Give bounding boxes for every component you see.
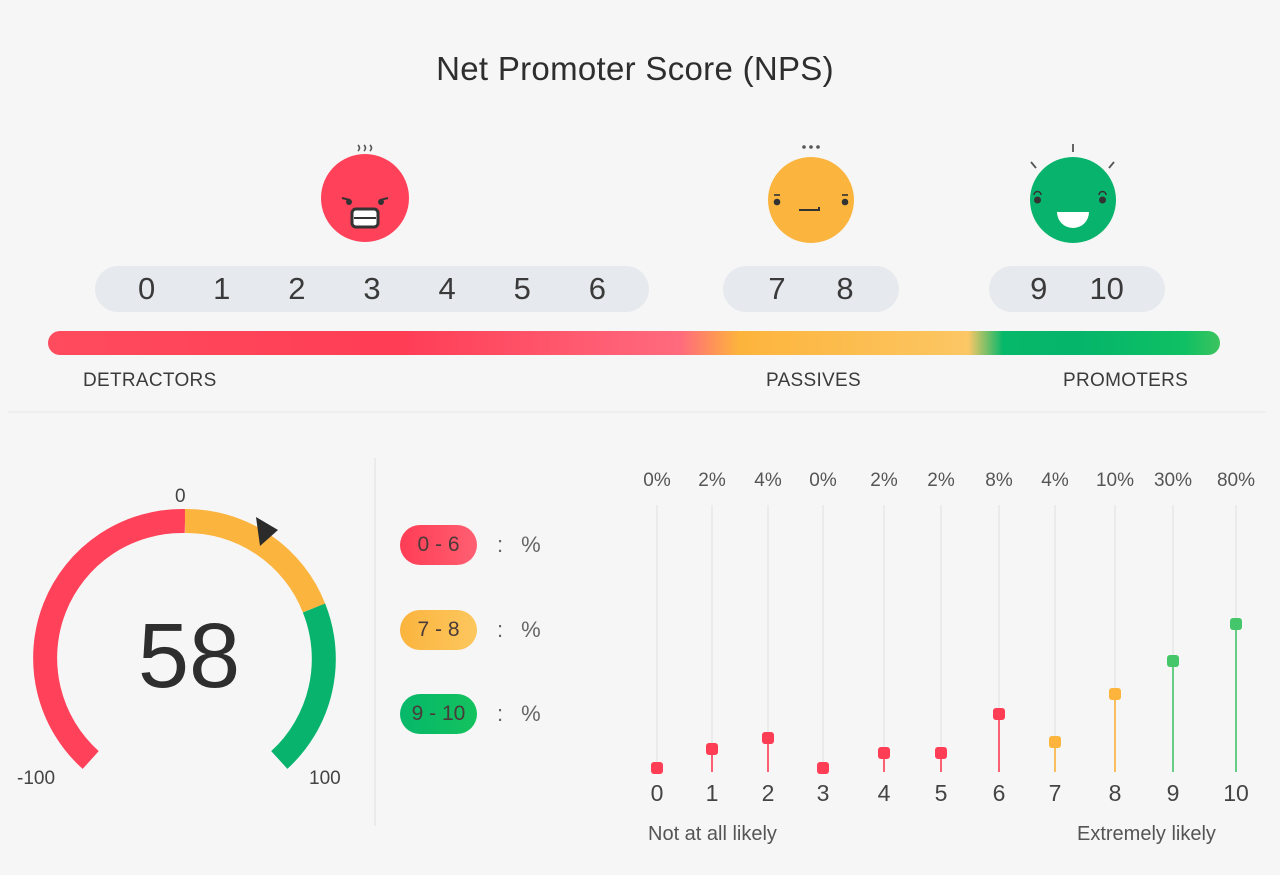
score-4[interactable]: 4 xyxy=(438,271,456,306)
column-divider xyxy=(374,458,376,826)
x-tick-label: 0 xyxy=(650,780,664,806)
score-5[interactable]: 5 xyxy=(513,271,531,306)
score-9[interactable]: 9 xyxy=(1030,271,1048,306)
passive-score-group: 7 8 xyxy=(723,266,899,312)
legend-promoters: 9 - 10 : % xyxy=(400,694,541,734)
score-10[interactable]: 10 xyxy=(1089,271,1124,306)
score-2[interactable]: 2 xyxy=(288,271,306,306)
score-3[interactable]: 3 xyxy=(363,271,381,306)
guide-line xyxy=(711,505,713,772)
legend-separator: : xyxy=(497,701,504,726)
gauge-min-label: -100 xyxy=(17,768,56,789)
legend-percent: % xyxy=(521,532,541,557)
score-8[interactable]: 8 xyxy=(836,271,854,306)
score-1[interactable]: 1 xyxy=(213,271,231,306)
value-label: 4% xyxy=(754,470,782,491)
detractors-label: DETRACTORS xyxy=(83,370,217,391)
score-0[interactable]: 0 xyxy=(137,271,156,306)
x-tick-label: 9 xyxy=(1166,780,1180,806)
guide-line xyxy=(1172,505,1174,772)
nps-gauge xyxy=(33,508,336,769)
value-label: 2% xyxy=(927,470,955,491)
value-label: 80% xyxy=(1216,470,1256,491)
value-label: 0% xyxy=(643,470,671,491)
lollipop-dot[interactable] xyxy=(878,747,890,759)
guide-line xyxy=(940,505,942,772)
legend-separator: : xyxy=(497,617,504,642)
lollipop-stem xyxy=(711,749,713,772)
nps-gradient-bar xyxy=(48,331,1220,355)
lollipop-dot[interactable] xyxy=(1109,688,1121,700)
lollipop-stem xyxy=(998,714,1000,772)
x-tick-label: 2 xyxy=(761,780,775,806)
gauge-mid-label: 0 xyxy=(175,486,186,507)
neutral-face-icon xyxy=(768,145,854,243)
legend-range-pill: 0 - 6 xyxy=(400,525,477,565)
x-tick-label: 1 xyxy=(705,780,719,806)
x-tick-label: 6 xyxy=(992,780,1006,806)
gauge-pointer-icon xyxy=(256,517,278,546)
legend-percent: % xyxy=(521,701,541,726)
legend-range-pill: 9 - 10 xyxy=(400,694,477,734)
lollipop-stem xyxy=(1054,742,1056,772)
value-label: 4% xyxy=(1041,470,1069,491)
x-tick-label: 8 xyxy=(1108,780,1122,806)
nps-score-value: 58 xyxy=(137,605,241,707)
gauge-max-label: 100 xyxy=(309,768,341,789)
x-axis-right-label: Extremely likely xyxy=(1077,823,1216,845)
value-label: 2% xyxy=(698,470,726,491)
lollipop-dot[interactable] xyxy=(762,732,774,744)
x-tick-label: 10 xyxy=(1223,780,1249,806)
value-label: 2% xyxy=(870,470,898,491)
legend-separator: : xyxy=(497,532,504,557)
lollipop-stem xyxy=(883,753,885,772)
legend-passives: 7 - 8 : % xyxy=(400,610,541,650)
lollipop-dot[interactable] xyxy=(817,762,829,774)
lollipop-dot[interactable] xyxy=(935,747,947,759)
guide-line xyxy=(883,505,885,772)
lollipop-dot[interactable] xyxy=(651,762,663,774)
detractor-score-group: 0 1 2 3 4 5 6 xyxy=(95,266,649,312)
x-tick-label: 5 xyxy=(934,780,948,806)
legend-range-pill: 7 - 8 xyxy=(400,610,477,650)
x-axis-left-label: Not at all likely xyxy=(648,823,777,845)
guide-line xyxy=(998,505,1000,772)
lollipop-stem xyxy=(1114,694,1116,772)
lollipop-stem xyxy=(940,753,942,772)
value-label: 8% xyxy=(985,470,1013,491)
lollipop-dot[interactable] xyxy=(1167,655,1179,667)
score-6[interactable]: 6 xyxy=(588,271,607,306)
lollipop-dot[interactable] xyxy=(1230,618,1242,630)
value-label: 10% xyxy=(1095,470,1135,491)
promoters-label: PROMOTERS xyxy=(1063,370,1189,391)
passives-label: PASSIVES xyxy=(766,370,861,391)
guide-line xyxy=(767,505,769,772)
promoter-score-group: 9 10 xyxy=(989,266,1165,312)
angry-face-icon xyxy=(321,144,409,242)
lollipop-stem xyxy=(767,738,769,772)
lollipop-stem xyxy=(1172,661,1174,772)
x-tick-label: 7 xyxy=(1048,780,1062,806)
score-7[interactable]: 7 xyxy=(768,271,786,306)
lollipop-stem xyxy=(1235,624,1237,772)
value-label: 0% xyxy=(809,470,837,491)
guide-line xyxy=(656,505,658,772)
happy-face-icon xyxy=(1030,144,1116,243)
lollipop-dot[interactable] xyxy=(1049,736,1061,748)
value-label: 30% xyxy=(1153,470,1193,491)
lollipop-dot[interactable] xyxy=(706,743,718,755)
guide-line xyxy=(1054,505,1056,772)
legend-detractors: 0 - 6 : % xyxy=(400,525,541,565)
lollipop-dot[interactable] xyxy=(993,708,1005,720)
x-tick-label: 4 xyxy=(877,780,891,806)
section-divider xyxy=(8,411,1266,413)
page-title: Net Promoter Score (NPS) xyxy=(436,50,834,87)
x-tick-label: 3 xyxy=(816,780,830,806)
legend-percent: % xyxy=(521,617,541,642)
guide-line xyxy=(1114,505,1116,772)
guide-line xyxy=(822,505,824,772)
